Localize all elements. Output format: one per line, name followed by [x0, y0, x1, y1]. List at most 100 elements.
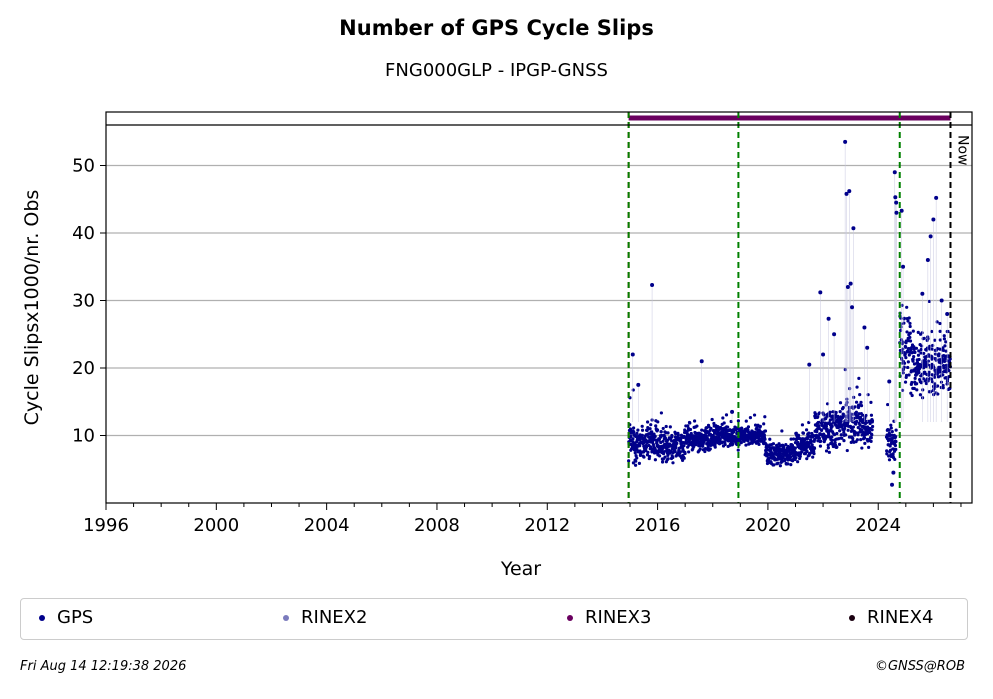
data-point	[933, 375, 937, 379]
data-point	[786, 462, 790, 466]
data-point	[922, 351, 926, 356]
data-point	[763, 437, 767, 441]
legend-item-rinex3: RINEX3	[567, 607, 651, 628]
data-point	[653, 458, 657, 462]
data-point	[771, 442, 776, 446]
data-point	[704, 426, 709, 430]
outlier-point	[920, 291, 925, 296]
x-tick-label: 2020	[745, 515, 791, 536]
outlier-point	[892, 170, 897, 175]
data-point	[854, 410, 858, 414]
data-point	[656, 420, 660, 424]
data-point	[722, 421, 726, 425]
data-point	[683, 451, 687, 456]
data-point	[919, 344, 924, 348]
data-point	[686, 424, 690, 428]
data-point	[943, 344, 947, 348]
data-point	[856, 414, 860, 418]
data-point	[932, 387, 936, 391]
data-point	[945, 377, 950, 381]
data-point	[843, 426, 847, 431]
data-point	[938, 338, 942, 342]
data-point	[908, 339, 913, 343]
data-point	[776, 461, 780, 465]
data-point	[648, 445, 653, 449]
data-point	[890, 436, 895, 440]
data-point	[915, 382, 919, 386]
data-point	[638, 437, 642, 442]
data-point	[939, 370, 943, 374]
data-point	[827, 432, 831, 437]
data-point	[671, 455, 675, 460]
data-point	[919, 347, 923, 352]
data-point	[912, 386, 916, 391]
data-point	[665, 441, 669, 445]
y-tick-label: 50	[72, 156, 95, 177]
outlier-point	[894, 200, 899, 205]
data-point	[857, 412, 861, 416]
x-tick-label: 2008	[414, 515, 460, 536]
legend-label-rinex4: RINEX4	[867, 607, 934, 628]
data-point	[678, 450, 683, 454]
data-point	[817, 411, 822, 415]
data-point	[842, 439, 846, 443]
data-point	[885, 452, 889, 456]
outlier-point	[890, 482, 895, 487]
data-point	[657, 454, 662, 458]
y-tick-label: 20	[72, 358, 95, 379]
data-point	[889, 426, 893, 430]
outlier-point	[928, 234, 933, 239]
data-point	[815, 430, 819, 434]
data-point	[811, 433, 816, 438]
data-point	[942, 366, 946, 370]
data-point	[655, 428, 660, 432]
data-point	[917, 370, 921, 375]
data-point	[666, 438, 670, 442]
data-point	[866, 425, 870, 429]
data-point	[947, 368, 951, 373]
data-point	[629, 434, 633, 439]
footer-credit: ©GNSS@ROB	[874, 659, 965, 674]
data-point	[666, 457, 670, 461]
data-point	[703, 449, 707, 454]
data-point	[936, 392, 940, 396]
data-point	[830, 424, 834, 428]
data-point	[807, 431, 811, 435]
data-point	[644, 445, 649, 449]
legend-label-rinex3: RINEX3	[585, 607, 652, 628]
data-point	[816, 415, 820, 419]
data-point	[904, 345, 908, 349]
data-point	[659, 430, 663, 434]
data-point	[800, 423, 805, 427]
data-point	[851, 425, 856, 429]
data-point	[839, 433, 843, 437]
outlier-point	[931, 217, 936, 222]
data-point	[944, 340, 948, 344]
legend-label-rinex2: RINEX2	[301, 607, 368, 628]
outlier-point	[818, 290, 823, 295]
data-point	[841, 405, 845, 410]
data-point	[844, 433, 848, 437]
data-point	[640, 433, 644, 438]
data-point	[762, 433, 766, 437]
data-point	[701, 444, 705, 448]
data-point	[936, 384, 940, 388]
data-point	[648, 427, 652, 431]
data-point	[894, 434, 898, 439]
data-point	[746, 425, 751, 429]
data-point	[721, 416, 725, 420]
data-point	[913, 376, 917, 380]
data-point	[768, 437, 772, 441]
data-point	[688, 427, 693, 432]
outlier-point	[893, 195, 898, 200]
data-point	[854, 400, 859, 404]
data-point	[921, 388, 925, 392]
data-point	[838, 401, 843, 405]
data-point	[910, 393, 914, 398]
data-point	[817, 424, 821, 428]
data-point	[789, 455, 793, 459]
outlier-point	[847, 189, 852, 194]
data-point	[837, 442, 842, 446]
x-tick-label: 1996	[83, 515, 129, 536]
data-point	[915, 388, 919, 392]
